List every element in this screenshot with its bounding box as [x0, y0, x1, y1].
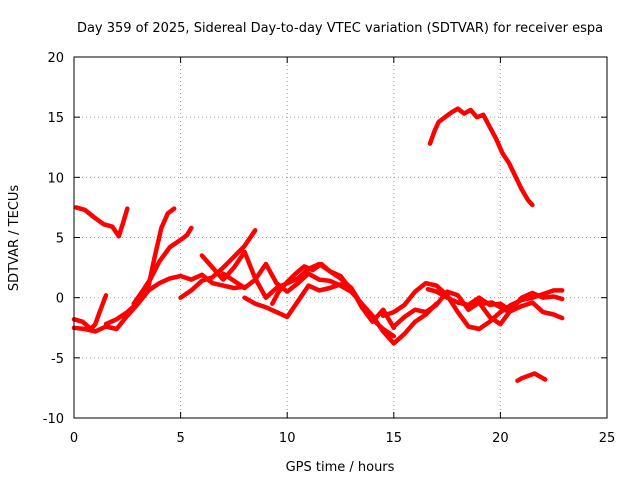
- x-tick-label: 15: [386, 431, 403, 446]
- series-arc-1: [73, 205, 130, 239]
- series-arc-10: [270, 261, 397, 339]
- series-arc-2: [71, 293, 109, 332]
- y-tick-label: 0: [56, 292, 64, 307]
- series-arc-4: [103, 206, 177, 327]
- x-axis-label: GPS time / hours: [286, 460, 395, 475]
- y-tick-label: 20: [47, 51, 64, 66]
- x-tick-label: 20: [492, 431, 509, 446]
- series-arc-8: [220, 261, 439, 346]
- series-arc-high: [427, 106, 535, 208]
- x-tick-label: 5: [176, 431, 184, 446]
- chart-title: Day 359 of 2025, Sidereal Day-to-day VTE…: [77, 21, 603, 36]
- series-arc-3: [71, 272, 247, 334]
- x-tick-label: 25: [599, 431, 616, 446]
- y-tick-label: 15: [47, 111, 64, 126]
- series-arc-5: [131, 225, 194, 306]
- series-arc-low: [515, 371, 548, 383]
- y-tick-label: 5: [56, 232, 64, 247]
- axis-ticks: [73, 56, 608, 419]
- y-tick-label: -5: [51, 352, 64, 367]
- y-axis-label: SDTVAR / TECUs: [7, 185, 22, 292]
- series-arc-14: [472, 299, 512, 315]
- tick-labels: 0 5 10 15 20 25 -10 -5 0 5 10 15 20: [43, 51, 616, 446]
- grid-lines: [74, 57, 607, 418]
- y-tick-label: -10: [43, 412, 64, 427]
- plot-frame: [73, 56, 608, 419]
- x-tick-label: 0: [70, 431, 78, 446]
- series-arc-11: [380, 280, 565, 332]
- y-tick-label: 10: [47, 171, 64, 186]
- x-tick-label: 10: [279, 431, 296, 446]
- series-layer: [71, 106, 565, 383]
